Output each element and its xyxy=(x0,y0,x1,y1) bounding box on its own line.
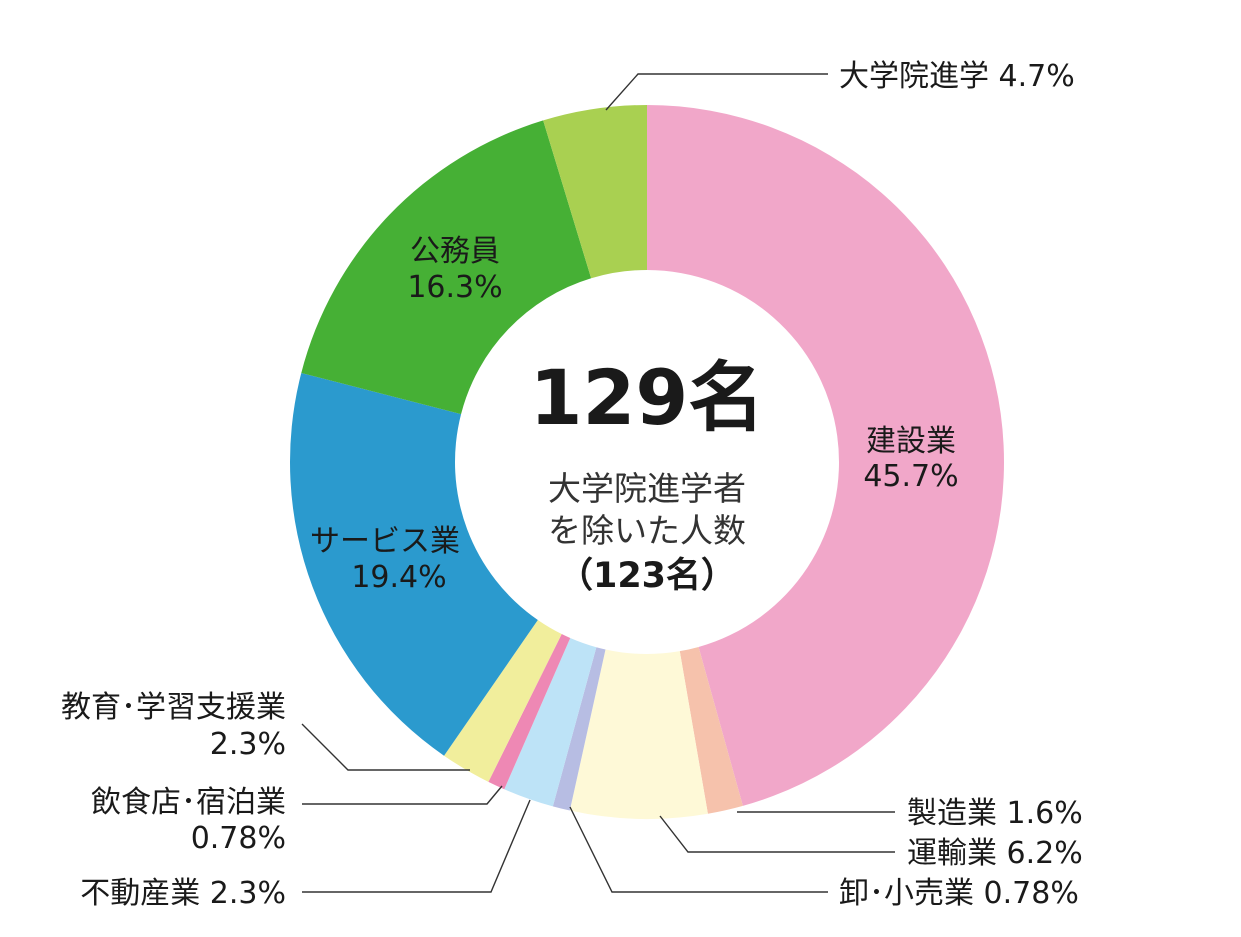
value-education: 2.3% xyxy=(210,727,286,762)
label-graduate-school: 大学院進学 4.7% xyxy=(839,59,1075,94)
value-food: 0.78% xyxy=(191,821,286,856)
slice-8 xyxy=(301,120,592,415)
value-service: 19.4% xyxy=(351,560,446,595)
slice-3 xyxy=(552,647,606,811)
leader-line-food xyxy=(302,785,503,805)
label-civil-servant: 公務員 xyxy=(410,234,500,269)
label-service: サービス業 xyxy=(310,524,460,559)
label-construction: 建設業 xyxy=(866,424,956,459)
center-subtitle-line2: を除いた人数 xyxy=(548,511,746,550)
slice-4 xyxy=(504,637,597,807)
label-transport: 運輸業 6.2% xyxy=(907,836,1083,871)
value-construction: 45.7% xyxy=(863,459,958,494)
slice-6 xyxy=(444,619,562,782)
slice-0 xyxy=(647,105,1004,806)
slice-1 xyxy=(679,646,743,814)
leader-line-wholesale xyxy=(569,806,828,893)
label-education: 教育･学習支援業 xyxy=(61,690,286,725)
center-total: 129名 xyxy=(530,353,765,442)
leader-line-graduate xyxy=(605,73,828,111)
leader-line-education xyxy=(301,723,470,771)
leader-line-realestate xyxy=(302,799,531,893)
label-wholesale: 卸･小売業 0.78% xyxy=(839,876,1079,911)
leader-lines xyxy=(301,73,895,893)
center-subcount: （123名） xyxy=(558,556,736,596)
slice-2 xyxy=(569,649,708,819)
label-realestate: 不動産業 2.3% xyxy=(80,876,286,911)
center-subtitle-line1: 大学院進学者 xyxy=(548,469,746,508)
slice-5 xyxy=(488,634,571,790)
leader-line-transport xyxy=(659,815,895,853)
donut-slices xyxy=(289,105,1004,819)
label-manufacturing: 製造業 1.6% xyxy=(907,796,1083,831)
value-civil-servant: 16.3% xyxy=(407,270,502,305)
slice-9 xyxy=(543,105,647,279)
label-food: 飲食店･宿泊業 xyxy=(91,785,286,820)
slice-7 xyxy=(289,372,538,756)
donut-center: 129名 大学院進学者 を除いた人数 （123名） xyxy=(530,353,765,596)
slice-labels: 建設業 45.7% 製造業 1.6% 運輸業 6.2% 卸･小売業 0.78% … xyxy=(61,59,1083,911)
